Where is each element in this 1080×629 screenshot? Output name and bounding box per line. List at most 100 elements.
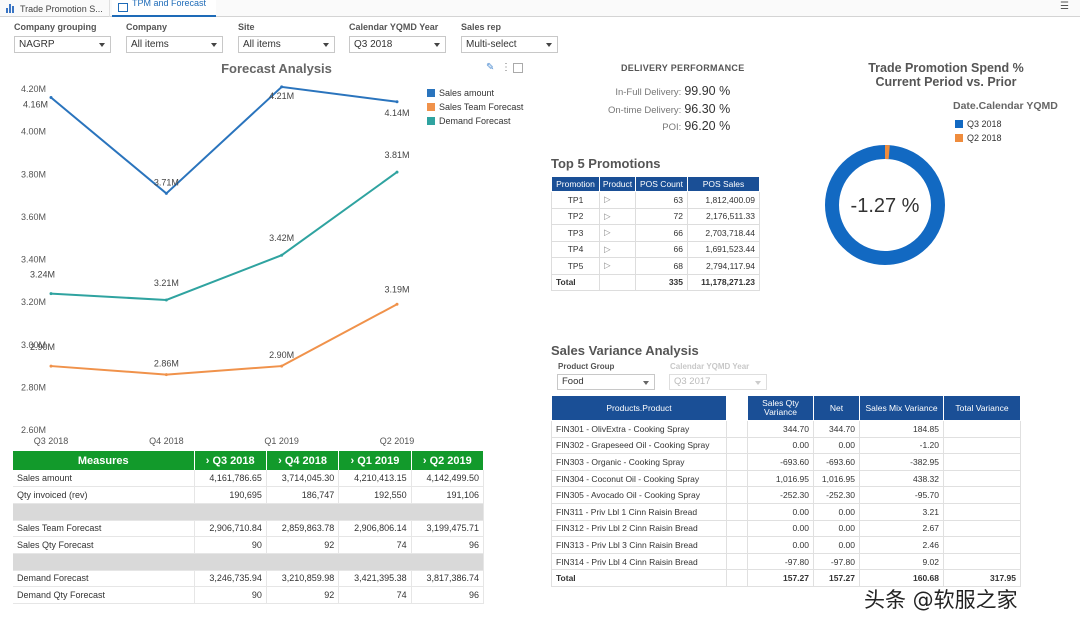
promotion-cell: TP5 <box>551 257 600 275</box>
y-tick-label: 2.60M <box>21 425 46 435</box>
tab-trade-promotion[interactable]: Trade Promotion S... <box>0 0 110 17</box>
site-select[interactable]: All items <box>238 36 335 53</box>
expand-cell[interactable]: ▷ <box>599 240 636 258</box>
legend-label: Demand Forecast <box>439 116 511 126</box>
more-options-icon[interactable]: ⋮ <box>501 62 511 73</box>
select-value: All items <box>131 39 169 50</box>
legend-item-sales-amount[interactable]: Sales amount <box>427 86 523 100</box>
select-value: Food <box>562 376 584 387</box>
table-row: FIN301 - OlivExtra - Cooking Spray 344.70… <box>551 420 1021 438</box>
donut-center-value: -1.27 % <box>851 195 920 217</box>
product-group-select[interactable]: Food <box>557 374 655 390</box>
header-q2-2019[interactable]: › Q2 2019 <box>411 451 485 470</box>
expand-arrow-icon[interactable]: ▷ <box>604 194 611 205</box>
series-point <box>395 170 399 174</box>
expand-arrow-icon[interactable]: ▷ <box>604 243 611 254</box>
series-point <box>395 302 399 306</box>
series-line-3 <box>50 171 398 302</box>
select-value: NAGRP <box>19 39 55 50</box>
mix-cell: 2.46 <box>859 536 944 554</box>
expand-icon[interactable] <box>513 63 523 73</box>
header-pos-count: POS Count <box>635 176 688 192</box>
cell: 3,714,045.30 <box>266 470 340 487</box>
cell: 90 <box>194 536 267 554</box>
y-tick-label: 4.00M <box>21 127 46 137</box>
chevron-down-icon <box>755 381 761 385</box>
net-cell: 1,016.95 <box>813 469 860 488</box>
company-grouping-select[interactable]: NAGRP <box>14 36 111 53</box>
expand-cell[interactable]: ▷ <box>599 191 636 209</box>
data-label: 3.24M <box>30 270 55 280</box>
header-q1-2019[interactable]: › Q1 2019 <box>338 451 412 470</box>
dashboard-icon <box>118 3 128 12</box>
top5-promotions-table: Promotion Product POS Count POS Sales TP… <box>551 176 760 291</box>
kpi-value: 96.30 % <box>684 102 731 116</box>
calendar-year-select[interactable]: Q3 2018 <box>349 36 446 53</box>
poi-metric: POI: 96.20 % <box>560 119 740 133</box>
cell: 2,906,710.84 <box>194 520 267 537</box>
header-label: Q4 2018 <box>284 454 328 467</box>
mix-cell: 9.02 <box>859 552 944 571</box>
net-cell: 0.00 <box>813 536 860 554</box>
legend-item-q2-2018[interactable]: Q2 2018 <box>955 131 1002 145</box>
on-time-delivery: On-time Delivery: 96.30 % <box>560 102 740 116</box>
data-label: 3.19M <box>384 284 409 294</box>
promotion-cell: TP1 <box>551 191 600 209</box>
expand-arrow-icon[interactable]: ▷ <box>604 227 611 238</box>
expand-cell[interactable]: ▷ <box>599 207 636 225</box>
sales-cell: 1,812,400.09 <box>687 191 760 209</box>
expand-cell[interactable]: ▷ <box>599 257 636 275</box>
legend-item-sales-team-forecast[interactable]: Sales Team Forecast <box>427 100 523 114</box>
series-point <box>49 364 53 368</box>
data-label: 3.71M <box>154 177 179 187</box>
header-net: Net <box>813 395 860 421</box>
row-label: Qty invoiced (rev) <box>13 486 195 504</box>
header-q4-2018[interactable]: › Q4 2018 <box>266 451 340 470</box>
expand-arrow-icon[interactable]: ▷ <box>604 260 611 271</box>
mix-cell: 438.32 <box>859 469 944 488</box>
total-row: Total 335 11,178,271.23 <box>551 273 760 291</box>
qty-cell: 0.00 <box>747 436 814 455</box>
series-point <box>280 253 284 257</box>
table-row: Demand Forecast 3,246,735.94 3,210,859.9… <box>13 570 485 587</box>
table-row: Sales Team Forecast 2,906,710.84 2,859,8… <box>13 520 485 537</box>
sales-rep-select[interactable]: Multi-select <box>461 36 558 53</box>
tab-tpm-forecast[interactable]: TPM and Forecast ... <box>112 0 216 18</box>
delivery-performance-title: DELIVERY PERFORMANCE <box>621 63 745 73</box>
count-cell: 68 <box>635 257 688 275</box>
select-value: Q3 2018 <box>354 39 393 50</box>
net-cell: 0.00 <box>813 436 860 455</box>
table-row: Sales amount 4,161,786.65 3,714,045.30 4… <box>13 470 485 487</box>
series-line-1 <box>50 85 398 195</box>
spacer-cell <box>726 469 748 488</box>
y-tick-label: 4.20M <box>21 84 46 94</box>
spend-chart-title: Trade Promotion Spend % Current Period v… <box>840 61 1052 89</box>
promotion-cell: TP3 <box>551 224 600 242</box>
menu-icon[interactable]: ☰ <box>1060 1 1069 12</box>
x-tick-label: Q1 2019 <box>264 436 299 446</box>
product-cell: FIN302 - Grapeseed Oil - Cooking Spray <box>551 436 727 455</box>
mix-cell: -95.70 <box>859 486 944 504</box>
mix-cell: -382.95 <box>859 453 944 471</box>
cell: 190,695 <box>194 486 267 504</box>
sales-variance-table: Products.Product Sales Qty Variance Net … <box>551 395 1021 587</box>
table-row: FIN311 - Priv Lbl 1 Cinn Raisin Bread 0.0… <box>551 502 1021 521</box>
qty-cell: 344.70 <box>747 420 814 438</box>
header-q3-2018[interactable]: › Q3 2018 <box>194 451 267 470</box>
expand-cell[interactable]: ▷ <box>599 224 636 242</box>
legend-item-q3-2018[interactable]: Q3 2018 <box>955 117 1002 131</box>
cell: 191,106 <box>411 486 485 504</box>
empty-cell <box>599 273 636 291</box>
forecast-line-chart: 4.20M 4.00M 3.80M 3.60M 3.40M 3.20M 3.00M 2.80M… <box>21 84 414 446</box>
legend-item-demand-forecast[interactable]: Demand Forecast <box>427 114 523 128</box>
spacer-cell <box>726 536 748 554</box>
qty-cell: 157.27 <box>747 569 814 587</box>
company-select[interactable]: All items <box>126 36 223 53</box>
expand-arrow-icon[interactable]: ▷ <box>604 210 611 221</box>
total-cell <box>943 486 1021 504</box>
period-label: Calendar YQMD Year <box>670 362 750 371</box>
forecast-chart-title: Forecast Analysis <box>221 61 332 76</box>
qty-cell: 0.00 <box>747 536 814 554</box>
edit-pencil-icon[interactable]: ✎ <box>486 62 495 73</box>
separator-row <box>13 553 484 571</box>
